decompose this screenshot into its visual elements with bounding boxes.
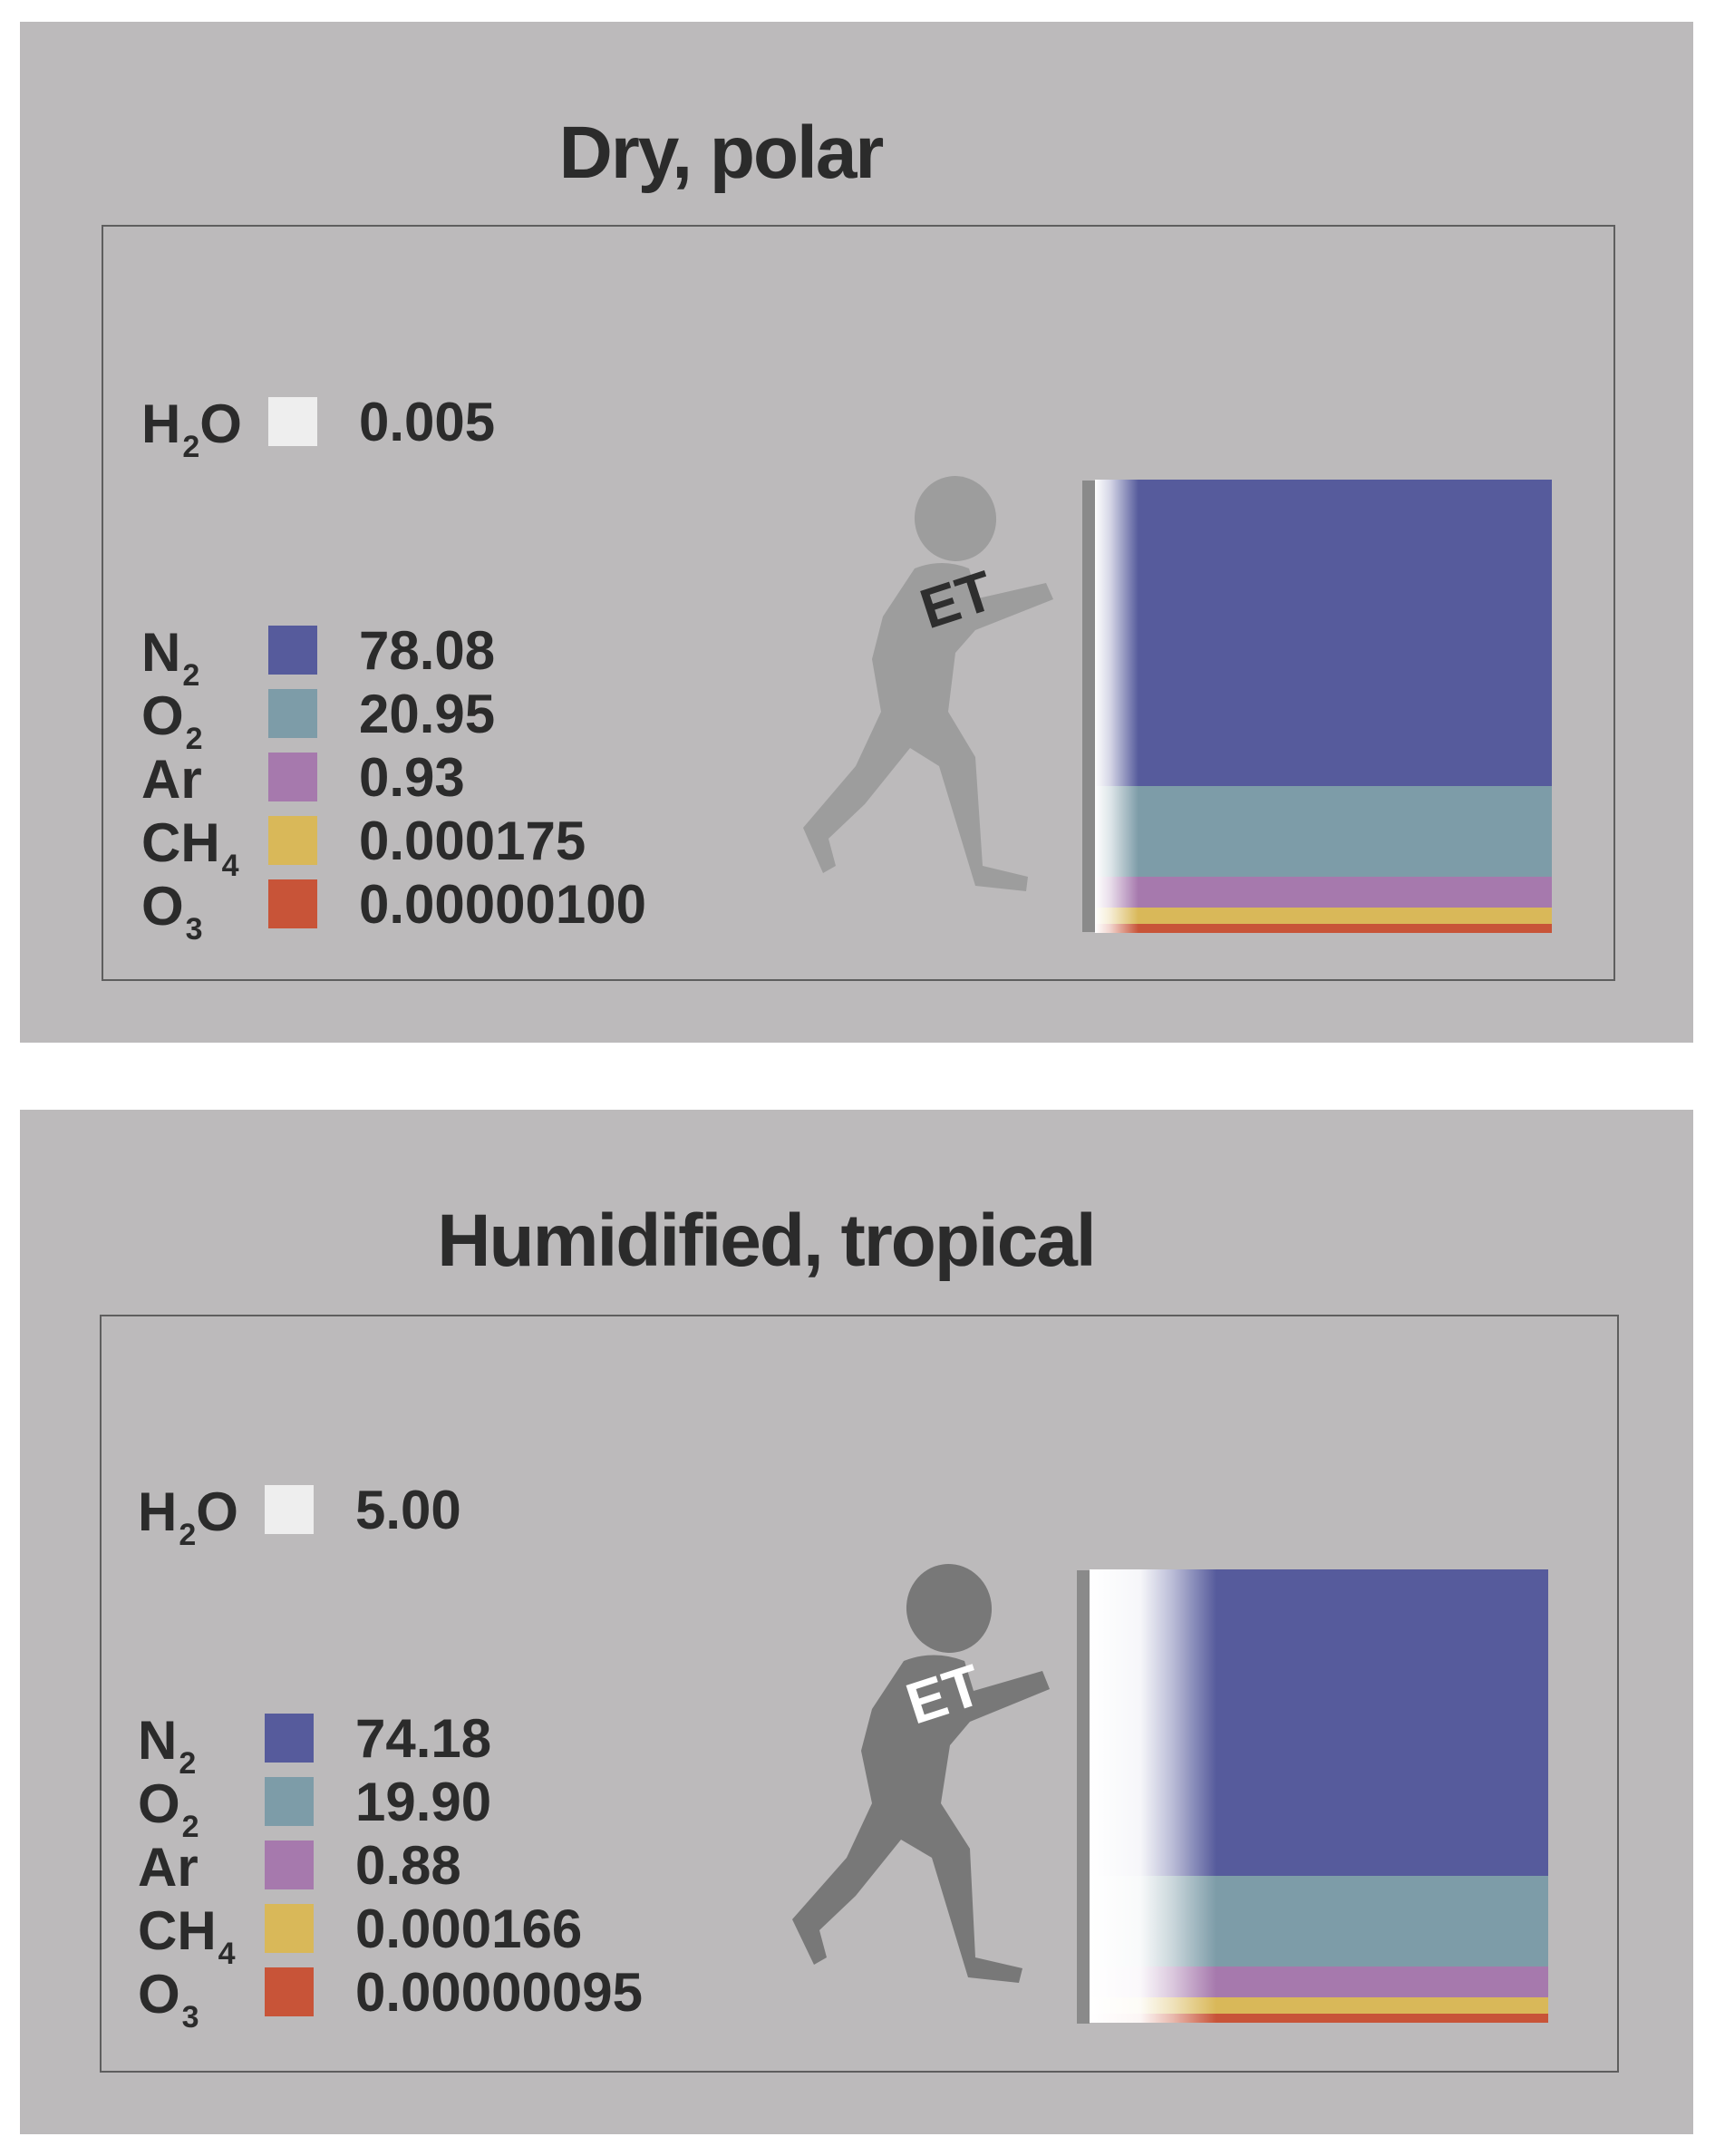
formula-ar: Ar [138, 1837, 199, 1898]
band-o2 [1095, 786, 1552, 877]
swatch-n2 [265, 1714, 314, 1763]
value-ch4: 0.000166 [355, 1899, 583, 1959]
value-o3: 0.00000100 [359, 874, 646, 935]
band-ch4 [1095, 908, 1552, 924]
formula-o2: O2 [141, 685, 203, 757]
swatch-ch4 [265, 1904, 314, 1953]
band-o3 [1095, 924, 1552, 933]
panel-humidified-tropical: Humidified, tropical H2O 5.00 N2 74.18 O… [20, 1110, 1693, 2134]
value-h2o: 0.005 [359, 392, 496, 452]
formula-o3: O3 [141, 876, 203, 947]
atmosphere-column [1090, 1569, 1548, 2023]
swatch-ar [265, 1840, 314, 1889]
pushing-person-figure: ET [792, 1564, 1050, 1983]
swatch-ch4 [268, 816, 317, 865]
swatch-o3 [268, 879, 317, 928]
water-vapor-haze [1090, 1569, 1216, 2023]
swatch-h2o [268, 397, 317, 446]
pushed-wall [1082, 481, 1095, 932]
value-n2: 74.18 [355, 1708, 492, 1769]
formula-n2: N2 [138, 1710, 197, 1782]
value-ar: 0.88 [355, 1835, 461, 1896]
formula-ar: Ar [141, 749, 202, 810]
formula-o2: O2 [138, 1773, 199, 1845]
swatch-h2o [265, 1485, 314, 1534]
pushing-person-figure: ET [803, 476, 1053, 891]
panel-title: Humidified, tropical [437, 1199, 1096, 1282]
water-vapor-haze [1095, 480, 1138, 933]
band-ar [1095, 877, 1552, 908]
swatch-n2 [268, 626, 317, 675]
swatch-o2 [265, 1777, 314, 1826]
swatch-o2 [268, 689, 317, 738]
formula-ch4: CH4 [138, 1900, 236, 1972]
diagram-frame: H2O 0.005 N2 78.08 O2 20.95 Ar 0.93 CH4 … [102, 225, 1615, 981]
value-ch4: 0.000175 [359, 811, 586, 871]
value-o2: 19.90 [355, 1772, 492, 1832]
value-o2: 20.95 [359, 684, 496, 744]
value-ar: 0.93 [359, 747, 465, 808]
atmosphere-column [1095, 480, 1552, 933]
swatch-o3 [265, 1967, 314, 2016]
panel-title: Dry, polar [558, 112, 885, 194]
formula-o3: O3 [138, 1964, 199, 2035]
formula-n2: N2 [141, 622, 200, 694]
swatch-ar [268, 753, 317, 801]
band-n2 [1095, 480, 1552, 786]
formula-h2o: H2O [138, 1481, 238, 1553]
formula-h2o: H2O [141, 393, 242, 465]
panel-dry-polar: Dry, polar H2O 0.005 N2 78.08 O2 20.95 A… [20, 22, 1693, 1043]
value-h2o: 5.00 [355, 1480, 461, 1540]
value-n2: 78.08 [359, 620, 496, 681]
diagram-frame: H2O 5.00 N2 74.18 O2 19.90 Ar 0.88 CH4 0… [100, 1315, 1619, 2073]
pushed-wall [1077, 1570, 1090, 2024]
band-o3 [1090, 2014, 1548, 2023]
formula-ch4: CH4 [141, 812, 239, 884]
value-o3: 0.00000095 [355, 1962, 643, 2023]
